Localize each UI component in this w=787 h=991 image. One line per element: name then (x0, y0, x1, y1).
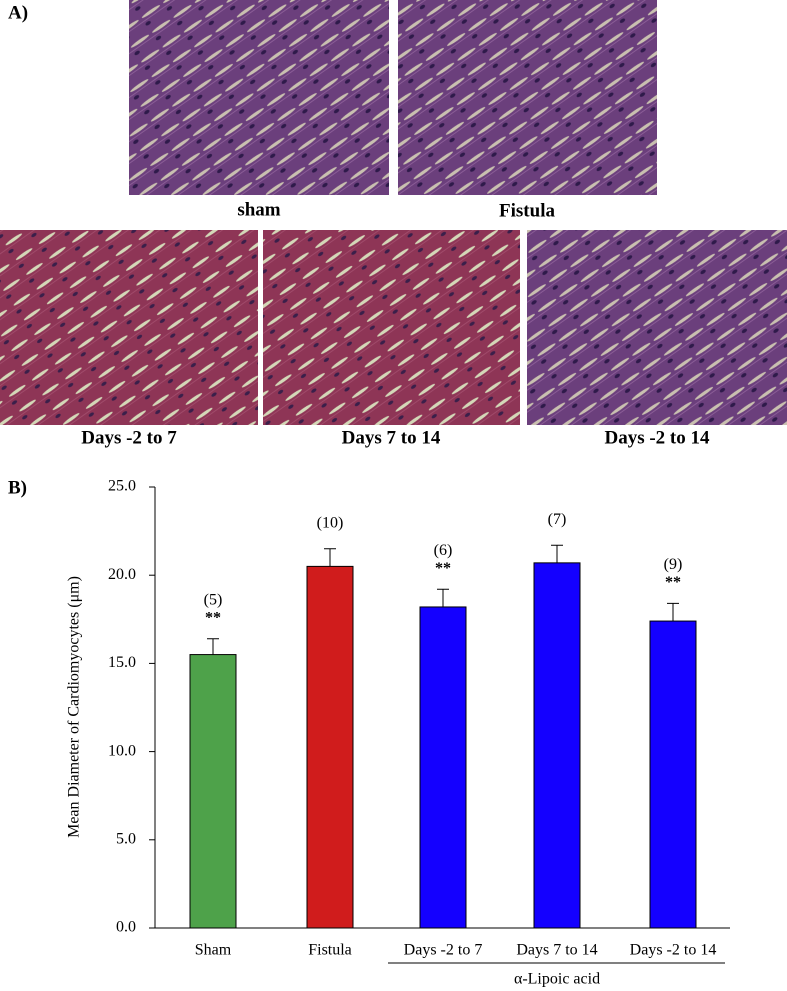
image-caption: Days -2 to 14 (604, 427, 710, 448)
error-bar (437, 588, 449, 607)
micrograph (527, 230, 787, 425)
significance: ** (435, 560, 451, 577)
bar (649, 620, 697, 929)
y-axis-label: Mean Diameter of Cardiomyocytes (μm) (66, 576, 83, 838)
micrograph (398, 0, 657, 195)
x-tick-label: Fistula (308, 942, 352, 959)
n-label: (5) (204, 591, 223, 608)
panel-label: B) (8, 477, 27, 498)
n-label: (10) (317, 514, 344, 531)
y-tick-label: 25.0 (108, 478, 136, 495)
n-label: (9) (664, 556, 683, 573)
x-tick-label: Days -2 to 7 (404, 942, 483, 959)
group-label: α-Lipoic acid (514, 971, 600, 988)
significance: ** (665, 574, 681, 591)
y-tick-label: 15.0 (108, 654, 136, 671)
error-bar (551, 544, 563, 563)
x-tick-label: Days 7 to 14 (516, 942, 597, 959)
micrograph (129, 0, 389, 195)
image-caption: Fistula (499, 200, 555, 221)
n-label: (7) (548, 511, 567, 528)
image-caption: sham (237, 199, 280, 220)
panel-label: A) (8, 2, 28, 23)
bar (306, 565, 354, 929)
micrograph (0, 230, 258, 425)
micrograph (263, 230, 520, 425)
y-tick-label: 0.0 (116, 919, 136, 936)
y-tick-label: 10.0 (108, 742, 136, 759)
significance: ** (205, 609, 221, 626)
error-bar (324, 548, 336, 567)
n-label: (6) (434, 542, 453, 559)
error-bar (207, 638, 219, 655)
bar (419, 606, 467, 929)
image-caption: Days -2 to 7 (81, 427, 177, 448)
bar (533, 562, 581, 929)
image-caption: Days 7 to 14 (342, 427, 441, 448)
x-tick-label: Sham (195, 942, 232, 959)
y-tick-label: 5.0 (116, 830, 136, 847)
x-tick-label: Days -2 to 14 (630, 942, 717, 959)
bar (189, 654, 237, 929)
y-tick-label: 20.0 (108, 566, 136, 583)
error-bar (667, 602, 679, 622)
